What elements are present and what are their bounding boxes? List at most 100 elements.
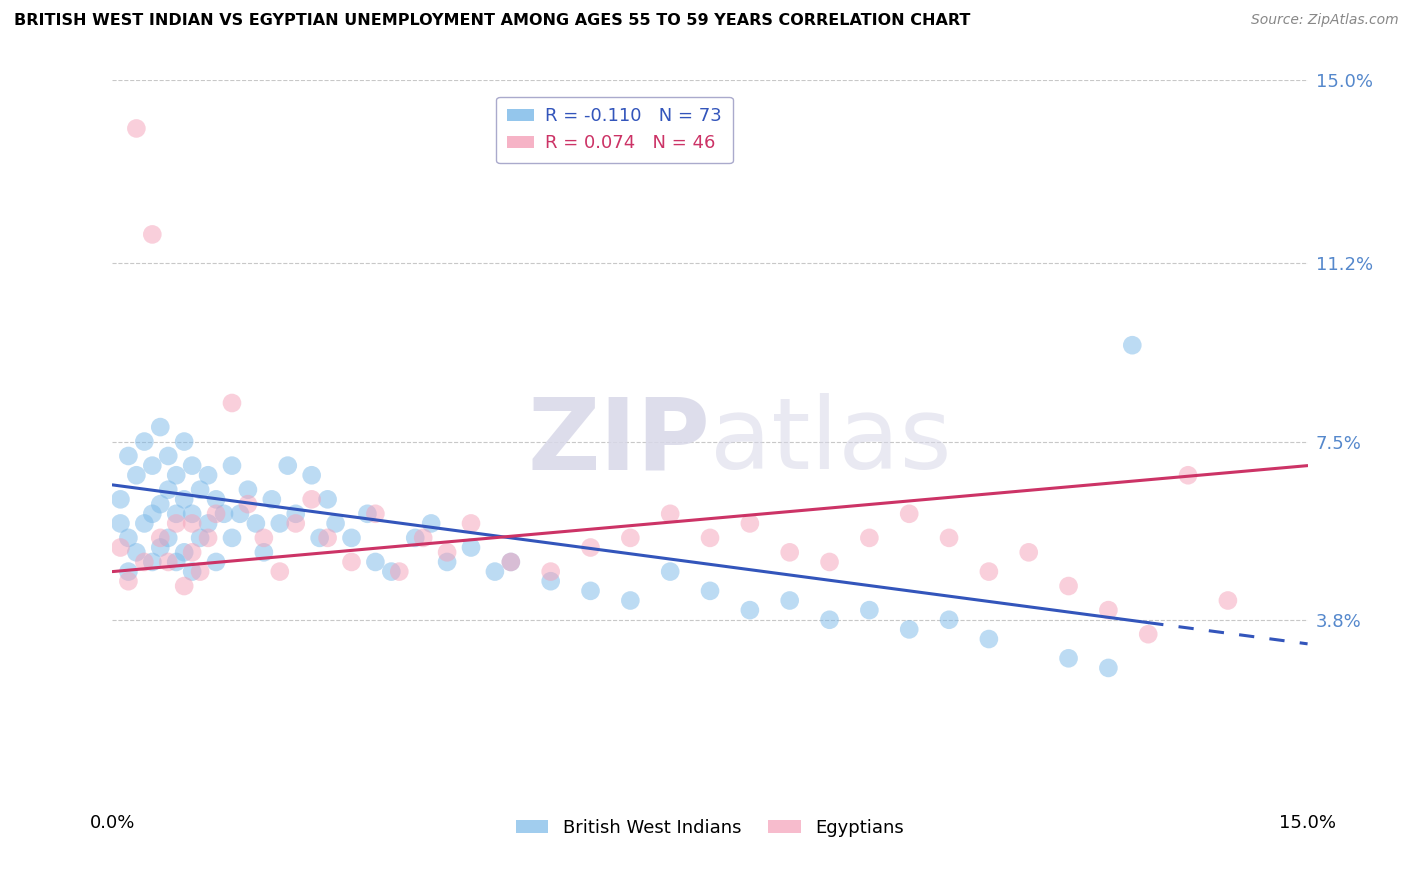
Point — [356, 507, 378, 521]
Point — [699, 531, 721, 545]
Point — [110, 492, 132, 507]
Point — [779, 593, 801, 607]
Point — [117, 565, 139, 579]
Point — [110, 516, 132, 531]
Point — [125, 545, 148, 559]
Text: BRITISH WEST INDIAN VS EGYPTIAN UNEMPLOYMENT AMONG AGES 55 TO 59 YEARS CORRELATI: BRITISH WEST INDIAN VS EGYPTIAN UNEMPLOY… — [14, 13, 970, 29]
Point — [659, 507, 682, 521]
Point — [499, 555, 522, 569]
Point — [1097, 661, 1119, 675]
Point — [316, 531, 339, 545]
Point — [269, 516, 291, 531]
Point — [173, 492, 195, 507]
Text: ZIP: ZIP — [527, 393, 710, 490]
Text: Source: ZipAtlas.com: Source: ZipAtlas.com — [1251, 13, 1399, 28]
Point — [221, 458, 243, 473]
Point — [188, 565, 211, 579]
Point — [938, 531, 960, 545]
Point — [110, 541, 132, 555]
Point — [420, 516, 443, 531]
Point — [181, 507, 204, 521]
Point — [412, 531, 434, 545]
Point — [1216, 593, 1239, 607]
Point — [141, 458, 163, 473]
Point — [1018, 545, 1040, 559]
Point — [1121, 338, 1143, 352]
Point — [181, 565, 204, 579]
Point — [484, 565, 506, 579]
Point — [1057, 651, 1080, 665]
Point — [277, 458, 299, 473]
Point — [340, 531, 363, 545]
Point — [1057, 579, 1080, 593]
Point — [117, 449, 139, 463]
Point — [659, 565, 682, 579]
Point — [125, 468, 148, 483]
Point — [938, 613, 960, 627]
Point — [181, 458, 204, 473]
Point — [579, 583, 602, 598]
Point — [977, 565, 1000, 579]
Point — [284, 507, 307, 521]
Point — [149, 497, 172, 511]
Point — [404, 531, 426, 545]
Point — [579, 541, 602, 555]
Legend: British West Indians, Egyptians: British West Indians, Egyptians — [509, 812, 911, 845]
Point — [858, 531, 880, 545]
Point — [134, 555, 156, 569]
Point — [284, 516, 307, 531]
Point — [149, 420, 172, 434]
Point — [173, 579, 195, 593]
Point — [619, 593, 641, 607]
Point — [460, 541, 482, 555]
Point — [858, 603, 880, 617]
Point — [1097, 603, 1119, 617]
Point — [388, 565, 411, 579]
Point — [738, 516, 761, 531]
Point — [269, 565, 291, 579]
Point — [364, 507, 387, 521]
Point — [977, 632, 1000, 646]
Point — [165, 516, 187, 531]
Point — [898, 507, 921, 521]
Point — [540, 565, 562, 579]
Point — [141, 507, 163, 521]
Point — [699, 583, 721, 598]
Point — [173, 545, 195, 559]
Point — [898, 623, 921, 637]
Point — [165, 555, 187, 569]
Point — [212, 507, 235, 521]
Point — [117, 574, 139, 589]
Point — [253, 531, 276, 545]
Point — [205, 507, 228, 521]
Point — [141, 555, 163, 569]
Point — [380, 565, 402, 579]
Point — [738, 603, 761, 617]
Point — [157, 449, 180, 463]
Point — [818, 613, 841, 627]
Point — [157, 555, 180, 569]
Point — [197, 531, 219, 545]
Point — [818, 555, 841, 569]
Point — [181, 516, 204, 531]
Point — [221, 396, 243, 410]
Point — [205, 555, 228, 569]
Point — [1137, 627, 1160, 641]
Point — [117, 531, 139, 545]
Point — [134, 516, 156, 531]
Point — [499, 555, 522, 569]
Text: atlas: atlas — [710, 393, 952, 490]
Point — [253, 545, 276, 559]
Point — [173, 434, 195, 449]
Point — [188, 483, 211, 497]
Point — [236, 483, 259, 497]
Point — [157, 531, 180, 545]
Point — [460, 516, 482, 531]
Point — [316, 492, 339, 507]
Point — [779, 545, 801, 559]
Point — [157, 483, 180, 497]
Point — [540, 574, 562, 589]
Point — [229, 507, 252, 521]
Point — [436, 545, 458, 559]
Point — [149, 541, 172, 555]
